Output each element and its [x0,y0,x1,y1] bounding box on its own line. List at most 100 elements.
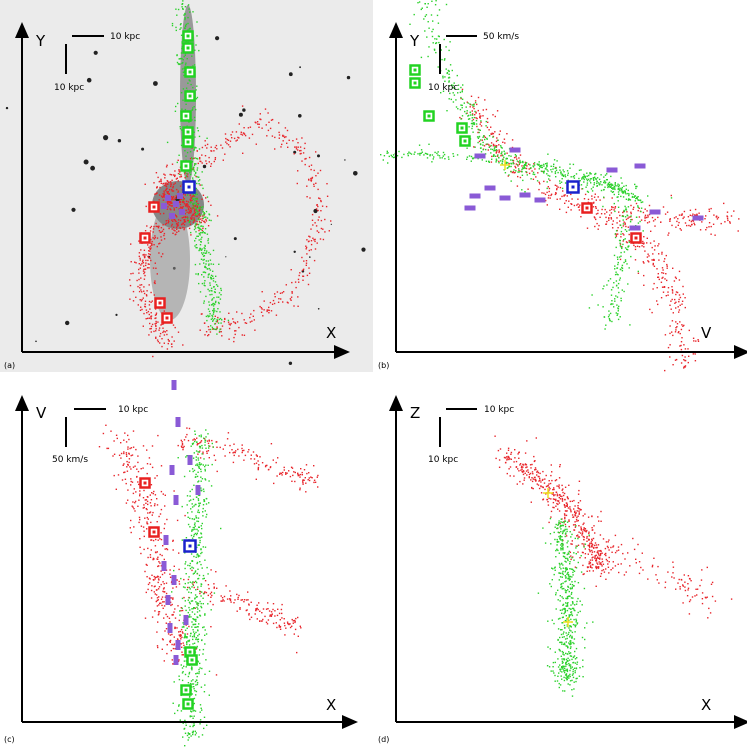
particle-green [630,219,632,221]
particle-red [224,444,226,446]
panel-b-markers [409,64,704,244]
particle-green [585,186,587,188]
particle-green [196,157,198,160]
particle-red [203,322,206,324]
particle-red [311,213,314,216]
particle-red [545,474,547,477]
particle-green [194,710,197,712]
particle-red [160,236,162,238]
particle-green [504,152,506,154]
particle-green [202,507,204,510]
particle-red [570,558,572,561]
particle-green [620,297,622,300]
particle-green [200,489,203,491]
particle-green [437,154,439,156]
particle-red [652,264,654,266]
particle-green [554,171,557,173]
particle-red [527,469,529,471]
field-star-icon [103,135,109,141]
particle-green [184,633,186,635]
particle-green [609,186,611,188]
particle-red [191,208,193,210]
particle-red [216,148,218,150]
particle-red [147,255,149,258]
particle-green [186,151,189,154]
particle-green [187,523,190,526]
particle-green [190,616,192,618]
particle-red [150,484,153,486]
particle-green [561,173,564,175]
particle-red [229,599,232,602]
particle-red [229,590,231,592]
particle-green [207,603,209,605]
particle-red [311,219,314,221]
particle-red [181,651,183,653]
particle-red [307,283,310,286]
particle-red [596,556,599,558]
particle-green [196,679,198,682]
particle-red [186,175,189,178]
particle-red [161,596,164,598]
field-star-icon [330,223,332,225]
particle-red [498,151,500,154]
particle-red [555,505,557,507]
particle-red [253,463,256,465]
particle-red [551,471,553,473]
particle-red [597,550,599,552]
particle-red [551,479,553,482]
particle-red [208,328,210,331]
particle-green [214,328,216,330]
particle-green [612,187,614,189]
particle-red [273,302,276,305]
particle-red [596,222,598,225]
particle-red [519,154,522,156]
particle-red [515,156,517,158]
particle-green [436,38,438,40]
particle-red [578,508,580,510]
particle-green [193,147,196,149]
particle-red [563,505,566,507]
particle-red [149,253,151,256]
particle-red [308,178,310,181]
particle-red [157,227,160,229]
particle-green [530,167,532,169]
particle-green [200,548,202,550]
particle-green [191,503,193,505]
particle-green [623,185,625,187]
particle-red [160,178,162,181]
particle-red [186,203,188,206]
particle-red [321,205,324,207]
particle-red [720,222,722,225]
particle-red [705,229,707,231]
particle-green [546,173,548,175]
particle-green [192,607,195,610]
particle-red [310,168,312,171]
particle-green [185,609,187,612]
particle-green [451,69,453,72]
particle-green [194,613,196,615]
particle-red [535,468,537,471]
particle-red [181,646,183,648]
particle-green [488,161,490,163]
particle-green [194,245,196,247]
marker-purple-bar-icon [484,185,496,191]
particle-red [605,568,607,570]
particle-red [534,469,536,471]
particle-green [208,219,211,221]
particle-red [596,546,598,549]
particle-red [608,549,610,551]
particle-green [195,89,197,91]
particle-red [533,476,536,479]
particle-red [527,188,529,190]
particle-red [663,260,665,263]
particle-green [207,260,209,262]
particle-red [580,526,582,528]
particle-red [569,551,571,553]
particle-red [241,450,244,452]
particle-red [562,491,564,494]
particle-green [183,660,186,662]
particle-red [150,225,153,228]
particle-green [401,156,403,159]
particle-red [656,268,658,270]
particle-green [210,609,212,611]
